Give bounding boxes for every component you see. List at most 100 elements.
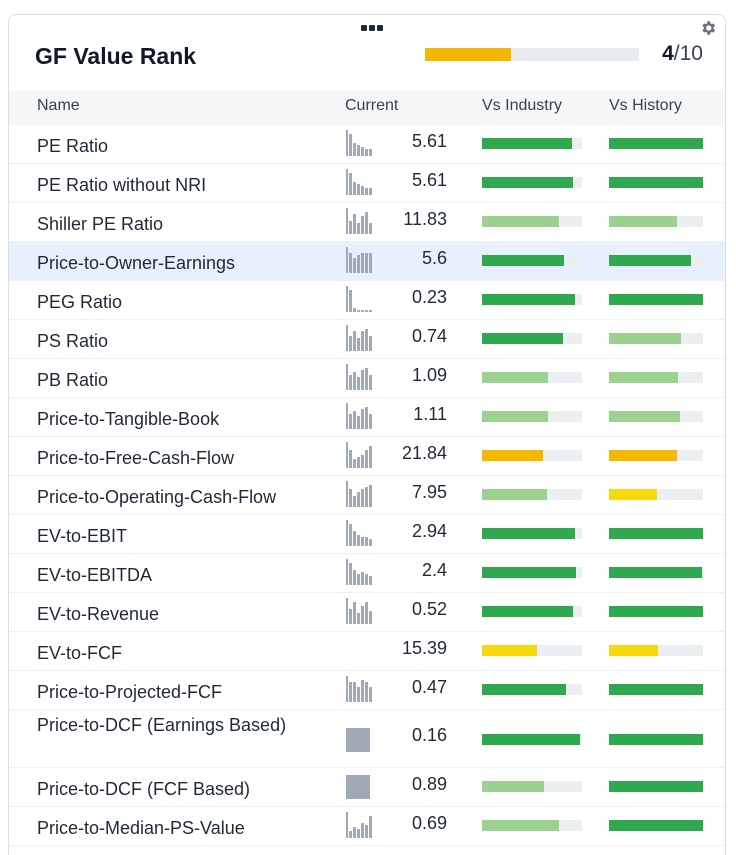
sparkline-chart[interactable] bbox=[346, 208, 376, 234]
vs-industry-bar[interactable] bbox=[482, 684, 582, 695]
ratio-name[interactable]: Price-to-DCF (FCF Based) bbox=[37, 779, 251, 799]
vs-history-bar[interactable] bbox=[609, 606, 703, 617]
table-row[interactable]: Shiller PE Ratio 11.83 bbox=[9, 203, 725, 242]
table-row[interactable]: PE Ratio without NRI 5.61 bbox=[9, 164, 725, 203]
vs-history-bar[interactable] bbox=[609, 333, 703, 344]
sparkline-bar bbox=[369, 446, 372, 468]
table-row[interactable]: EV-to-Revenue 0.52 bbox=[9, 593, 725, 632]
vs-history-bar[interactable] bbox=[609, 255, 703, 266]
drag-handle-icon[interactable] bbox=[361, 25, 383, 31]
vs-history-bar[interactable] bbox=[609, 734, 703, 745]
sparkline-chart[interactable] bbox=[346, 325, 376, 351]
table-row[interactable]: Price-to-Operating-Cash-Flow 7.95 bbox=[9, 476, 725, 515]
ratio-name[interactable]: EV-to-Revenue bbox=[37, 604, 160, 624]
ratio-name[interactable]: Price-to-Tangible-Book bbox=[37, 409, 220, 429]
table-row[interactable]: Price-to-Free-Cash-Flow 21.84 bbox=[9, 437, 725, 476]
ratio-name[interactable]: Price-to-Projected-FCF bbox=[37, 682, 223, 702]
ratio-name[interactable]: PS Ratio bbox=[37, 331, 109, 351]
ratio-name[interactable]: Price-to-DCF (Earnings Based) bbox=[37, 715, 287, 735]
sparkline-chart[interactable] bbox=[346, 520, 376, 546]
ratio-name[interactable]: PB Ratio bbox=[37, 370, 109, 390]
sparkline-chart[interactable] bbox=[346, 481, 376, 507]
column-header-name[interactable]: Name bbox=[37, 97, 80, 114]
table-row[interactable]: PB Ratio 1.09 bbox=[9, 359, 725, 398]
vs-industry-bar[interactable] bbox=[482, 216, 582, 227]
ratio-name[interactable]: EV-to-FCF bbox=[37, 643, 123, 663]
ratio-name[interactable]: Shiller PE Ratio bbox=[37, 214, 164, 234]
vs-industry-bar[interactable] bbox=[482, 450, 582, 461]
vs-industry-bar[interactable] bbox=[482, 820, 582, 831]
sparkline-chart[interactable] bbox=[346, 812, 376, 838]
vs-industry-bar[interactable] bbox=[482, 138, 582, 149]
table-row[interactable]: EV-to-EBIT 2.94 bbox=[9, 515, 725, 554]
vs-history-bar[interactable] bbox=[609, 528, 703, 539]
table-row[interactable]: Price-to-Tangible-Book 1.11 bbox=[9, 398, 725, 437]
vs-industry-bar[interactable] bbox=[482, 411, 582, 422]
ratio-name[interactable]: Price-to-Owner-Earnings bbox=[37, 253, 236, 273]
vs-history-bar[interactable] bbox=[609, 177, 703, 188]
ratio-name[interactable]: Price-to-Free-Cash-Flow bbox=[37, 448, 235, 468]
sparkline-bar bbox=[353, 570, 356, 585]
sparkline-chart[interactable] bbox=[346, 130, 376, 156]
vs-history-bar[interactable] bbox=[609, 294, 703, 305]
ratio-name[interactable]: Price-to-Operating-Cash-Flow bbox=[37, 487, 277, 507]
vs-history-bar[interactable] bbox=[609, 216, 703, 227]
table-row[interactable]: Price-to-DCF (Earnings Based) 0.16 bbox=[9, 710, 725, 768]
vs-industry-bar-fill bbox=[482, 216, 559, 227]
vs-history-bar[interactable] bbox=[609, 450, 703, 461]
gear-icon[interactable] bbox=[699, 19, 717, 37]
sparkline-bar bbox=[357, 457, 360, 468]
sparkline-chart[interactable] bbox=[346, 364, 376, 390]
table-row[interactable]: PS Ratio 0.74 bbox=[9, 320, 725, 359]
table-row[interactable]: Price-to-Median-PS-Value 0.69 bbox=[9, 807, 725, 846]
table-row[interactable]: EV-to-FCF 15.39 bbox=[9, 632, 725, 671]
sparkline-chart[interactable] bbox=[346, 442, 376, 468]
sparkline-chart[interactable] bbox=[346, 169, 376, 195]
ratio-name[interactable]: EV-to-EBITDA bbox=[37, 565, 153, 585]
vs-industry-bar[interactable] bbox=[482, 333, 582, 344]
vs-industry-bar[interactable] bbox=[482, 255, 582, 266]
table-row[interactable]: PEG Ratio 0.23 bbox=[9, 281, 725, 320]
vs-industry-bar[interactable] bbox=[482, 606, 582, 617]
column-header-current[interactable]: Current bbox=[345, 97, 399, 114]
table-row[interactable]: PE Ratio 5.61 bbox=[9, 125, 725, 164]
sparkline-chart[interactable] bbox=[346, 676, 376, 702]
vs-industry-bar[interactable] bbox=[482, 177, 582, 188]
ratio-name[interactable]: EV-to-EBIT bbox=[37, 526, 128, 546]
vs-history-bar[interactable] bbox=[609, 489, 703, 500]
vs-industry-bar[interactable] bbox=[482, 489, 582, 500]
sparkline-chart[interactable] bbox=[346, 403, 376, 429]
sparkline-chart[interactable] bbox=[346, 773, 376, 799]
vs-industry-bar[interactable] bbox=[482, 781, 582, 792]
vs-history-bar[interactable] bbox=[609, 645, 703, 656]
ratio-name[interactable]: PE Ratio bbox=[37, 136, 109, 156]
column-header-vs-history[interactable]: Vs History bbox=[609, 97, 682, 114]
table-row[interactable]: Price-to-Owner-Earnings 5.6 bbox=[9, 242, 725, 281]
table-row[interactable]: Price-to-DCF (FCF Based) 0.89 bbox=[9, 768, 725, 807]
vs-history-bar[interactable] bbox=[609, 411, 703, 422]
sparkline-chart[interactable] bbox=[346, 247, 376, 273]
vs-industry-bar[interactable] bbox=[482, 294, 582, 305]
vs-history-bar[interactable] bbox=[609, 567, 703, 578]
vs-history-bar[interactable] bbox=[609, 138, 703, 149]
sparkline-chart[interactable] bbox=[346, 559, 376, 585]
vs-industry-bar[interactable] bbox=[482, 567, 582, 578]
vs-history-bar[interactable] bbox=[609, 372, 703, 383]
column-header-vs-industry[interactable]: Vs Industry bbox=[482, 97, 563, 114]
vs-industry-bar[interactable] bbox=[482, 645, 582, 656]
vs-history-bar[interactable] bbox=[609, 820, 703, 831]
sparkline-chart[interactable] bbox=[346, 726, 376, 752]
sparkline-chart[interactable] bbox=[346, 598, 376, 624]
vs-industry-bar[interactable] bbox=[482, 528, 582, 539]
table-row[interactable]: Price-to-Projected-FCF 0.47 bbox=[9, 671, 725, 710]
vs-history-bar[interactable] bbox=[609, 781, 703, 792]
ratio-name[interactable]: Price-to-Median-PS-Value bbox=[37, 818, 245, 838]
ratio-name[interactable]: PE Ratio without NRI bbox=[37, 175, 207, 195]
rank-score-total: /10 bbox=[673, 42, 703, 65]
vs-industry-bar[interactable] bbox=[482, 372, 582, 383]
table-row[interactable]: EV-to-EBITDA 2.4 bbox=[9, 554, 725, 593]
sparkline-chart[interactable] bbox=[346, 286, 376, 312]
vs-history-bar[interactable] bbox=[609, 684, 703, 695]
ratio-name[interactable]: PEG Ratio bbox=[37, 292, 123, 312]
vs-industry-bar[interactable] bbox=[482, 734, 582, 745]
